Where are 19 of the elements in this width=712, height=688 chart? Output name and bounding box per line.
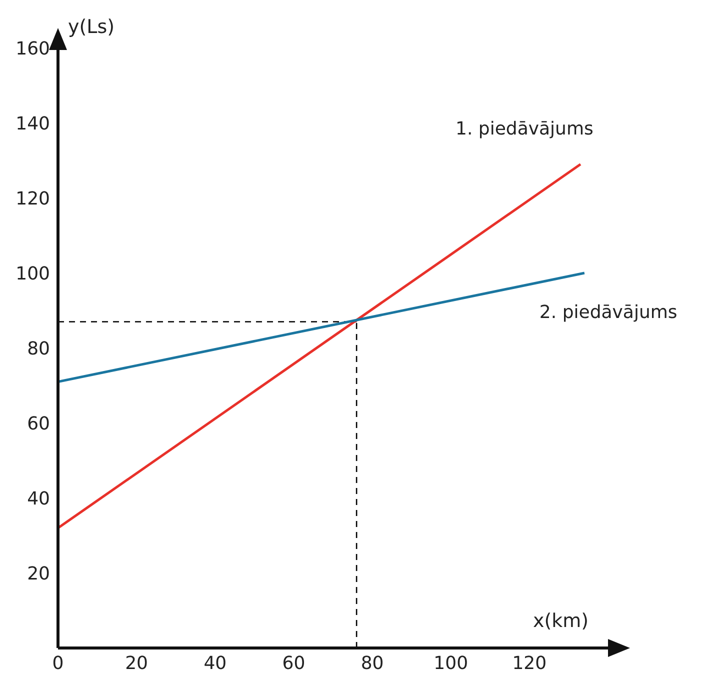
- x-tick-label: 40: [204, 652, 227, 674]
- x-tick-label: 120: [512, 652, 547, 674]
- y-tick-label: 120: [16, 188, 50, 210]
- y-tick-label: 160: [16, 38, 50, 60]
- y-tick-label: 20: [27, 563, 50, 584]
- x-tick-label: 60: [282, 652, 306, 674]
- series-label: 1. piedāvājums: [456, 118, 594, 140]
- y-tick-label: 60: [27, 413, 50, 434]
- y-tick-label: 40: [27, 488, 50, 510]
- y-tick-label: 80: [27, 338, 50, 360]
- x-tick-label: 20: [125, 652, 148, 674]
- y-tick-label: 140: [16, 113, 50, 134]
- x-axis-title: x(km): [533, 610, 589, 632]
- y-axis-title: y(Ls): [68, 16, 115, 38]
- x-tick-label: 80: [360, 652, 384, 674]
- x-tick-label: 100: [434, 652, 468, 674]
- series-label: 2. piedāvājums: [539, 302, 678, 323]
- x-tick-label: 0: [52, 652, 64, 674]
- y-tick-label: 100: [16, 263, 50, 284]
